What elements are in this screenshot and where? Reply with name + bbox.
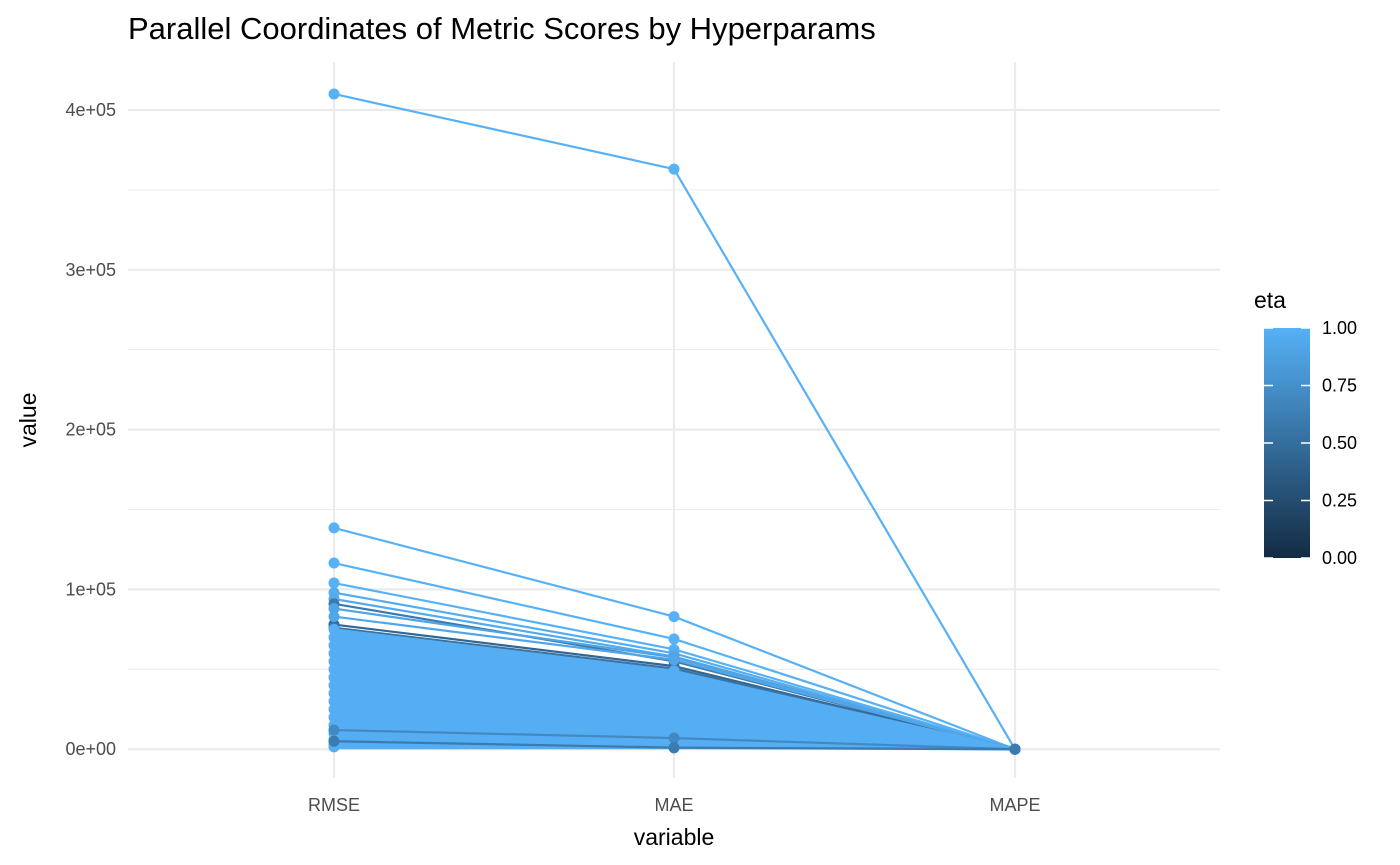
data-point <box>328 695 340 707</box>
data-point <box>328 671 340 683</box>
y-tick-label: 0e+00 <box>65 739 116 759</box>
x-tick-label: MAE <box>654 795 693 815</box>
y-tick-label: 4e+05 <box>65 100 116 120</box>
x-axis-title: variable <box>634 824 715 850</box>
y-axis-tick-labels: 0e+00 1e+05 2e+05 3e+05 4e+05 <box>65 100 116 759</box>
chart-title: Parallel Coordinates of Metric Scores by… <box>128 11 876 46</box>
data-point <box>328 557 340 569</box>
data-point <box>328 631 340 643</box>
data-point <box>328 655 340 667</box>
legend-label: 0.25 <box>1322 491 1357 511</box>
data-point <box>328 724 340 736</box>
data-point <box>668 611 680 623</box>
data-point <box>328 703 340 715</box>
legend-label: 0.50 <box>1322 433 1357 453</box>
data-point <box>668 633 680 645</box>
data-point <box>328 88 340 100</box>
data-point <box>328 647 340 659</box>
data-point <box>668 732 680 744</box>
legend: eta 1.00 0.75 0.50 0.25 0.00 <box>1254 287 1357 568</box>
x-axis-tick-labels: RMSE MAE MAPE <box>308 795 1041 815</box>
x-tick-label: MAPE <box>989 795 1040 815</box>
data-point <box>328 611 340 623</box>
y-tick-label: 1e+05 <box>65 579 116 599</box>
data-point <box>328 711 340 723</box>
data-point <box>328 603 340 615</box>
legend-title: eta <box>1254 287 1286 313</box>
data-point <box>328 687 340 699</box>
y-tick-label: 3e+05 <box>65 260 116 280</box>
data-point <box>328 623 340 635</box>
y-tick-label: 2e+05 <box>65 420 116 440</box>
legend-tick-labels: 1.00 0.75 0.50 0.25 0.00 <box>1322 318 1357 568</box>
legend-label: 1.00 <box>1322 318 1357 338</box>
y-axis-title: value <box>15 393 41 448</box>
series-points <box>328 88 1021 755</box>
plot-panel <box>128 62 1220 778</box>
data-point <box>328 663 340 675</box>
legend-tick-marks <box>1264 327 1310 559</box>
data-point <box>328 735 340 747</box>
legend-label: 0.75 <box>1322 376 1357 396</box>
data-point <box>328 679 340 691</box>
x-tick-label: RMSE <box>308 795 360 815</box>
data-point <box>668 742 680 754</box>
data-point <box>328 639 340 651</box>
data-point <box>668 654 680 666</box>
legend-label: 0.00 <box>1322 548 1357 568</box>
data-point <box>1009 743 1021 755</box>
data-point <box>328 522 340 534</box>
data-point <box>668 163 680 175</box>
data-point <box>328 577 340 589</box>
